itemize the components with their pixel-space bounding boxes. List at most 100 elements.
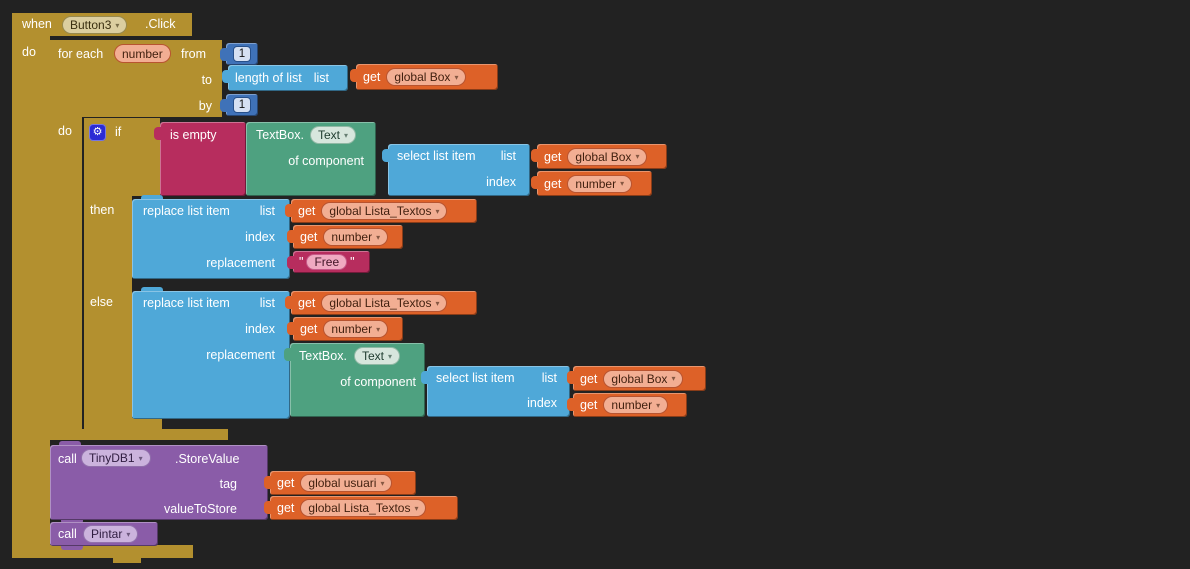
number-value: 1 [238,48,246,60]
get-label: get [277,501,295,515]
get-label: get [300,322,318,336]
replace-list-item-block-then[interactable]: replace list item list index replacement [132,195,290,279]
math-number-from-block[interactable]: 1 [220,43,258,65]
is-empty-block[interactable]: is empty [154,122,246,196]
from-label: from [181,47,206,61]
dropdown-value: Text [362,349,385,363]
component-name: TextBox. [299,349,347,363]
get-label: get [298,296,316,310]
event-name: .Click [145,17,176,31]
number-value-field[interactable]: 1 [232,46,252,62]
string-value-field[interactable]: Free [306,254,348,270]
list-socket-label: list [259,204,275,218]
else-label: else [90,295,113,309]
select-list-item-block[interactable]: select list item list index [421,366,570,417]
number-value: 1 [238,99,246,111]
dropdown-arrow-icon: ▾ [115,20,120,30]
variable-dropdown-global-lista-textos[interactable]: global Lista_Textos ▾ [300,499,427,517]
by-label: by [198,99,212,113]
call-pintar-block[interactable]: call Pintar ▾ [50,522,158,550]
procedure-dropdown-pintar[interactable]: Pintar ▾ [83,525,139,543]
text-string-free-block[interactable]: " Free " [287,251,370,273]
get-label: get [544,176,562,191]
dropdown-value: number [575,176,617,191]
dropdown-arrow-icon: ▾ [435,206,440,216]
list-socket-label: list [259,296,275,310]
dropdown-value: global Lista_Textos [329,204,432,218]
get-number-block[interactable]: get number ▾ [567,393,687,417]
index-socket-label: index [527,396,557,410]
dropdown-value: Text [318,128,341,142]
for-each-keyword: for each [58,47,104,61]
list-socket-label: list [313,71,329,85]
select-list-item-label: select list item [436,371,515,385]
then-label: then [90,203,115,217]
dropdown-value: number [331,322,373,336]
get-global-lista-textos-block[interactable]: get global Lista_Textos ▾ [264,496,458,520]
component-name: TextBox. [256,128,304,142]
to-label: to [201,73,212,87]
dropdown-arrow-icon: ▾ [454,72,459,82]
index-socket-label: index [245,322,275,336]
dropdown-value: global Box [575,149,632,164]
close-quote: " [350,255,355,269]
component-dropdown-tinydb1[interactable]: TinyDB1 ▾ [81,449,151,467]
if-label: if [115,125,122,139]
call-label: call [58,527,77,541]
dropdown-value: global Lista_Textos [308,501,411,515]
length-of-list-block[interactable]: length of list list [222,65,348,91]
component-dropdown-button3[interactable]: Button3 ▾ [62,16,128,34]
get-number-block[interactable]: get number ▾ [287,225,403,249]
property-dropdown-text[interactable]: Text ▾ [354,347,401,365]
loop-variable-name: number [122,46,163,61]
get-number-block[interactable]: get number ▾ [531,171,652,196]
get-label: get [300,230,318,244]
variable-dropdown-number[interactable]: number ▾ [603,396,669,414]
select-list-item-block[interactable]: select list item list index [382,144,530,196]
variable-dropdown-global-box[interactable]: global Box ▾ [567,147,648,166]
when-do-label: do [22,45,36,59]
textbox-text-block[interactable]: TextBox. Text ▾ of component [246,122,376,196]
variable-dropdown-number[interactable]: number ▾ [323,228,389,246]
variable-dropdown-number[interactable]: number ▾ [567,174,633,193]
dropdown-arrow-icon: ▾ [671,374,676,383]
dropdown-arrow-icon: ▾ [376,324,381,334]
select-list-item-label: select list item [397,149,476,163]
property-dropdown-text[interactable]: Text ▾ [310,126,357,144]
variable-dropdown-number[interactable]: number ▾ [323,320,389,338]
variable-dropdown-global-box[interactable]: global Box ▾ [386,68,467,86]
valuetostore-socket-label: valueToStore [164,502,237,516]
loop-variable-field[interactable]: number [114,44,171,63]
of-component-label: of component [340,375,416,389]
get-global-box-block[interactable]: get global Box ▾ [350,64,498,90]
get-global-box-block[interactable]: get global Box ▾ [531,144,667,169]
number-value-field[interactable]: 1 [232,97,252,113]
variable-dropdown-global-lista-textos[interactable]: global Lista_Textos ▾ [321,202,448,220]
get-number-block[interactable]: get number ▾ [287,317,403,341]
when-keyword: when [22,17,52,31]
dropdown-value: global Box [394,70,451,84]
mutator-gear-icon[interactable]: ⚙ [89,124,106,141]
replacement-socket-label: replacement [206,348,275,362]
get-global-lista-textos-block[interactable]: get global Lista_Textos ▾ [285,199,477,223]
dropdown-arrow-icon: ▾ [376,232,381,242]
list-socket-label: list [541,371,557,385]
dropdown-value: number [331,230,373,244]
get-label: get [580,398,598,412]
get-global-lista-textos-block[interactable]: get global Lista_Textos ▾ [285,291,477,315]
variable-dropdown-global-box[interactable]: global Box ▾ [603,369,684,388]
call-label: call [58,452,77,466]
textbox-text-block[interactable]: TextBox. Text ▾ of component [284,343,425,417]
index-socket-label: index [486,175,516,189]
variable-dropdown-global-usuari[interactable]: global usuari ▾ [300,474,393,492]
get-label: get [298,204,316,218]
call-tinydb-storevalue-block[interactable]: call TinyDB1 ▾ .StoreValue tag valueToSt… [50,441,268,524]
variable-dropdown-global-lista-textos[interactable]: global Lista_Textos ▾ [321,294,448,312]
get-global-box-block[interactable]: get global Box ▾ [567,366,706,391]
math-number-by-block[interactable]: 1 [220,94,258,116]
get-global-usuari-block[interactable]: get global usuari ▾ [264,471,416,495]
dropdown-arrow-icon: ▾ [138,453,143,463]
dropdown-arrow-icon: ▾ [435,298,440,308]
replace-list-item-block-else[interactable]: replace list item list index replacement [132,287,290,419]
